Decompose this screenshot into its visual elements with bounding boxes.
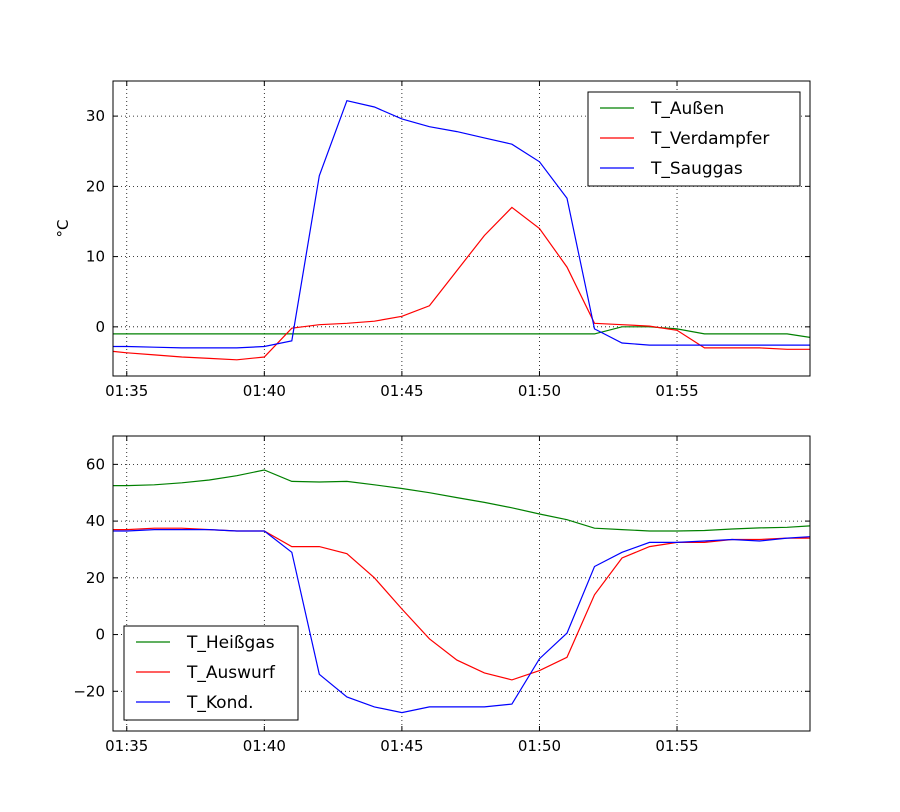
series-line-t-kond: [113, 528, 810, 714]
y-tick-label: 10: [86, 248, 105, 266]
plot-frame: [112, 80, 811, 377]
x-tick-label: 01:35: [105, 737, 148, 755]
x-tick-label: 01:50: [518, 382, 561, 400]
legend-label: T_Außen: [650, 99, 724, 119]
x-tick-label: 01:55: [655, 382, 698, 400]
top-temperature-plot: 01:35 01:40 01:45 01:50 01:55 0 10 20 30 °C T_Auße…: [54, 80, 811, 400]
legend-label: T_Sauggas: [650, 159, 743, 179]
y-tick-label: −20: [73, 682, 105, 700]
legend-label: T_Heißgas: [186, 633, 275, 653]
x-tick-label: 01:50: [518, 737, 561, 755]
series-line-t-verdampfer: [113, 206, 810, 361]
x-tick-label: 01:45: [380, 382, 423, 400]
y-axis-label: °C: [54, 220, 72, 238]
y-tick-label: 20: [86, 177, 105, 195]
legend: T_Heißgas T_Auswurf T_Kond.: [123, 625, 299, 721]
y-tick-label: 40: [86, 512, 105, 530]
x-tick-label: 01:35: [105, 382, 148, 400]
y-tick-label: 0: [95, 626, 105, 644]
plot-frame: [112, 435, 811, 732]
legend-label: T_Kond.: [186, 693, 254, 713]
y-tick-label: 60: [86, 455, 105, 473]
y-tick-label: 0: [95, 318, 105, 336]
y-tick-label: 30: [86, 107, 105, 125]
legend-label: T_Verdampfer: [650, 129, 769, 149]
x-tick-label: 01:40: [243, 382, 286, 400]
x-tick-label: 01:55: [655, 737, 698, 755]
x-tick-label: 01:40: [243, 737, 286, 755]
legend-label: T_Auswurf: [186, 663, 276, 683]
series-line-t-au-en: [113, 326, 810, 338]
legend: T_Außen T_Verdampfer T_Sauggas: [587, 91, 801, 187]
bottom-temperature-plot: 01:35 01:40 01:45 01:50 01:55 60 40 20 0 −20 T_Hei…: [73, 435, 811, 755]
y-tick-label: 20: [86, 569, 105, 587]
series-line-t-sauggas: [113, 99, 810, 349]
series-line-t-hei-gas: [113, 469, 810, 532]
x-tick-label: 01:45: [380, 737, 423, 755]
